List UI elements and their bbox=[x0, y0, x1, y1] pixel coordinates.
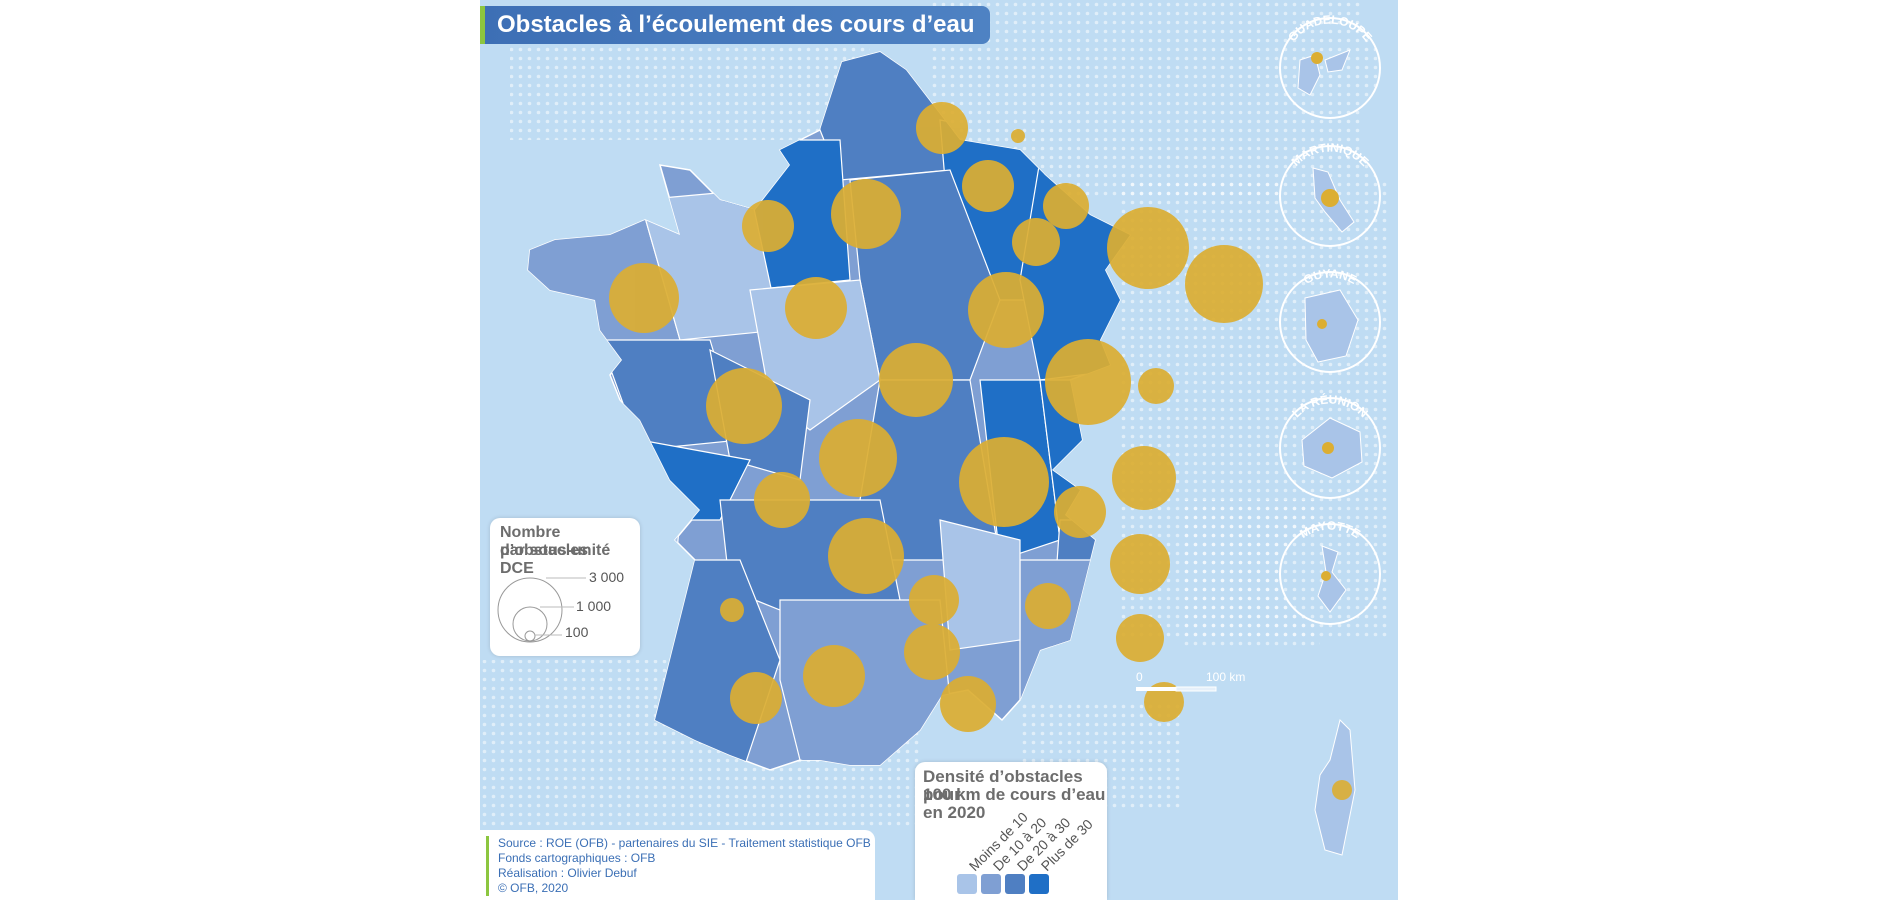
size-legend-title-2: par sous-unité DCE bbox=[500, 542, 611, 577]
obstacle-circle bbox=[742, 200, 794, 252]
obstacle-circle bbox=[1144, 682, 1184, 722]
source-line-2: Fonds cartographiques : OFB bbox=[498, 851, 656, 865]
size-legend-value-100: 100 bbox=[565, 624, 589, 640]
obstacle-circle bbox=[1107, 207, 1189, 289]
obstacle-circle bbox=[962, 160, 1014, 212]
density-legend-title-1: Densité d’obstacles pour bbox=[923, 767, 1083, 804]
inset-guadeloupe: GUADELOUPE bbox=[1279, 12, 1381, 119]
scale-end-label: 100 km bbox=[1206, 670, 1246, 684]
obstacle-circle bbox=[916, 102, 968, 154]
size-legend-value-3000: 3 000 bbox=[589, 569, 625, 585]
density-legend-title-2: 100 km de cours d’eau bbox=[923, 785, 1106, 804]
map-panel: GUADELOUPE MARTINIQUE GUYANE LA RÉUNION bbox=[480, 0, 1398, 900]
scale-bar bbox=[1136, 686, 1217, 692]
inset-mayotte: MAYOTTE bbox=[1279, 518, 1381, 625]
obstacle-circle bbox=[968, 272, 1044, 348]
size-legend: Nombre d’obstacles par sous-unité DCE 3 … bbox=[490, 518, 640, 656]
obstacle-circle bbox=[730, 672, 782, 724]
obstacle-circle bbox=[1012, 218, 1060, 266]
obstacle-circle bbox=[1116, 614, 1164, 662]
inset-label-mayotte: MAYOTTE bbox=[1297, 518, 1362, 540]
source-line-3: Réalisation : Olivier Debuf bbox=[498, 866, 637, 880]
obstacle-circle bbox=[1054, 486, 1106, 538]
map-title: Obstacles à l’écoulement des cours d’eau bbox=[497, 11, 975, 38]
density-legend-title-3: en 2020 bbox=[923, 803, 986, 822]
obstacle-circle bbox=[904, 624, 960, 680]
obstacle-circle bbox=[1025, 583, 1071, 629]
size-legend-value-1000: 1 000 bbox=[576, 598, 612, 614]
scale-zero-label: 0 bbox=[1136, 670, 1143, 684]
obstacle-circle-corsica bbox=[1332, 780, 1352, 800]
obstacle-circle bbox=[831, 179, 901, 249]
obstacle-circle bbox=[1045, 339, 1131, 425]
obstacle-circle bbox=[1110, 534, 1170, 594]
title-banner: Obstacles à l’écoulement des cours d’eau bbox=[480, 6, 990, 44]
obstacle-circle bbox=[609, 263, 679, 333]
source-accent-bar bbox=[486, 836, 489, 896]
obstacle-circle bbox=[959, 437, 1049, 527]
size-legend-title-1: Nombre d’obstacles bbox=[500, 524, 589, 559]
inset-label-guyane: GUYANE bbox=[1301, 266, 1359, 287]
france-map: GUADELOUPE MARTINIQUE GUYANE LA RÉUNION bbox=[480, 0, 1390, 856]
obstacle-circle bbox=[803, 645, 865, 707]
density-legend: Densité d’obstacles pour 100 km de cours… bbox=[915, 762, 1107, 900]
obstacle-circle bbox=[819, 419, 897, 497]
obstacle-circles bbox=[609, 102, 1263, 732]
obstacle-circle bbox=[706, 368, 782, 444]
obstacle-circle bbox=[1185, 245, 1263, 323]
source-line-1: Source : ROE (OFB) - partenaires du SIE … bbox=[498, 836, 871, 850]
density-swatch-lt10 bbox=[957, 874, 977, 894]
obstacle-circle bbox=[828, 518, 904, 594]
obstacle-circle bbox=[1043, 183, 1089, 229]
obstacle-circle bbox=[1112, 446, 1176, 510]
density-swatch-20-30 bbox=[1005, 874, 1025, 894]
obstacle-circle bbox=[785, 277, 847, 339]
inset-guyane: GUYANE bbox=[1279, 266, 1381, 373]
inset-la-reunion: LA RÉUNION bbox=[1279, 392, 1381, 499]
density-swatch-10-20 bbox=[981, 874, 1001, 894]
source-line-4: © OFB, 2020 bbox=[498, 881, 569, 895]
source-panel: Source : ROE (OFB) - partenaires du SIE … bbox=[480, 830, 875, 900]
obstacle-circle bbox=[720, 598, 744, 622]
density-swatch-gt30 bbox=[1029, 874, 1049, 894]
obstacle-circle bbox=[754, 472, 810, 528]
size-legend-circles bbox=[497, 577, 586, 643]
obstacle-circle bbox=[940, 676, 996, 732]
obstacle-circle bbox=[1011, 129, 1025, 143]
obstacle-circle bbox=[879, 343, 953, 417]
inset-martinique: MARTINIQUE bbox=[1279, 140, 1381, 247]
obstacle-circle bbox=[909, 575, 959, 625]
obstacle-circle bbox=[1138, 368, 1174, 404]
